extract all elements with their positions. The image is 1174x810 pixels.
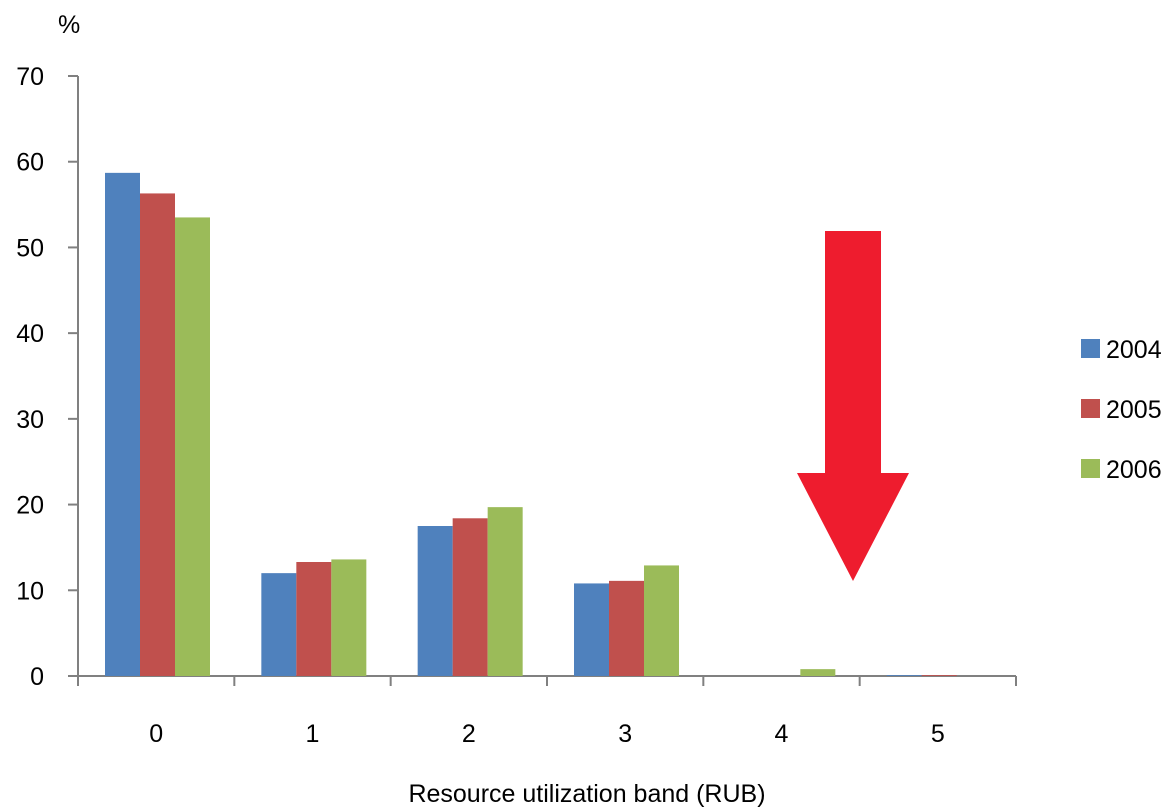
- bar-2004-2: [417, 526, 453, 676]
- bar-2006-2: [487, 507, 523, 676]
- bar-2005-3: [609, 580, 644, 676]
- y-axis-label: %: [58, 11, 80, 39]
- y-tick-label: 40: [16, 320, 44, 348]
- bar-2006-0: [175, 217, 210, 676]
- y-axis: 0 10 20 30 40 50 60 70: [16, 63, 79, 691]
- bar-2005-5: [921, 675, 957, 676]
- red-down-arrow-annotation: [797, 231, 909, 581]
- legend-swatch-2005: [1081, 399, 1100, 418]
- bar-2006-3: [644, 565, 679, 676]
- x-tick-label: 1: [306, 720, 320, 748]
- legend-swatch-2004: [1081, 339, 1100, 358]
- bar-2006-4: [800, 669, 836, 676]
- x-tick-label: 0: [149, 720, 163, 748]
- legend: 2004 2005 2006: [1081, 336, 1162, 484]
- bar-2004-1: [261, 573, 297, 676]
- legend-label-2005: 2005: [1106, 396, 1162, 424]
- x-tick-label: 3: [618, 720, 632, 748]
- x-tick-label: 4: [775, 720, 789, 748]
- x-axis-title: Resource utilization band (RUB): [408, 780, 765, 808]
- bar-2005-1: [296, 562, 332, 676]
- x-tick-label: 2: [462, 720, 476, 748]
- bar-2004-3: [574, 583, 609, 676]
- bar-2005-0: [140, 193, 175, 676]
- y-tick-label: 30: [16, 406, 44, 434]
- bar-2004-5: [886, 675, 922, 676]
- legend-label-2006: 2006: [1106, 456, 1162, 484]
- y-tick-label: 10: [16, 577, 44, 605]
- legend-swatch-2006: [1081, 459, 1100, 478]
- y-tick-label: 0: [30, 663, 44, 691]
- y-tick-label: 70: [16, 63, 44, 91]
- bar-2005-2: [452, 518, 488, 676]
- y-tick-label: 50: [16, 234, 44, 262]
- x-axis: 0 1 2 3 4 5: [77, 675, 1017, 748]
- y-tick-label: 60: [16, 149, 44, 177]
- bar-2006-1: [331, 559, 367, 676]
- legend-label-2004: 2004: [1106, 336, 1162, 364]
- x-tick-label: 5: [931, 720, 945, 748]
- y-tick-label: 20: [16, 492, 44, 520]
- bar-2004-0: [105, 172, 140, 676]
- bars: [105, 172, 957, 676]
